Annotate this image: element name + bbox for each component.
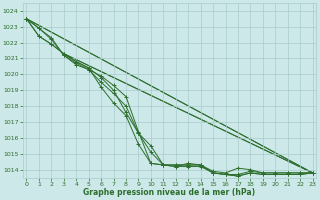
X-axis label: Graphe pression niveau de la mer (hPa): Graphe pression niveau de la mer (hPa) bbox=[84, 188, 256, 197]
